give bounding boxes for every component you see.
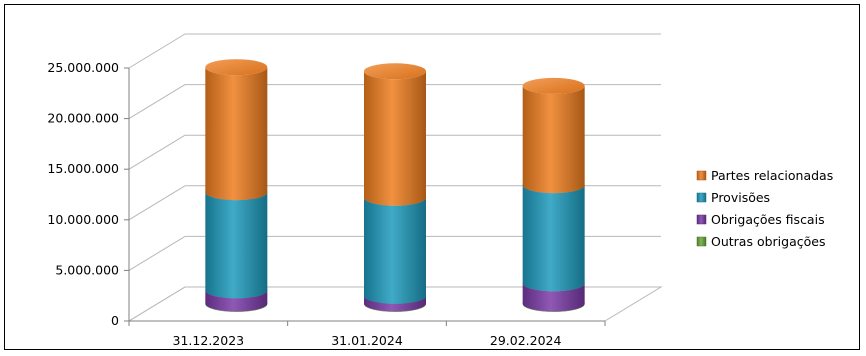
y-tick-label: 0 xyxy=(111,313,119,328)
bar-segment xyxy=(364,295,426,312)
bar-segment xyxy=(364,71,426,206)
legend-swatch xyxy=(696,214,707,225)
legend-swatch xyxy=(696,192,707,203)
legend: Partes relacionadas Provisões Obrigações f… xyxy=(696,168,833,249)
bar-stack-1 xyxy=(364,63,426,312)
axes xyxy=(124,67,606,326)
bar-cap xyxy=(205,59,268,76)
side-gridline xyxy=(128,235,186,271)
y-tick-label: 15.000.000 xyxy=(47,161,119,176)
x-category-label: 31.12.2023 xyxy=(173,333,245,348)
y-tick-label: 10.000.000 xyxy=(47,212,119,227)
x-category-labels: 31.12.2023 31.01.2024 29.02.2024 xyxy=(173,333,562,348)
chart-plot: 0 5.000.000 10.000.000 15.000.000 20.000.000… xyxy=(47,33,833,348)
legend-label: Partes relacionadas xyxy=(711,168,833,183)
side-gridline xyxy=(128,185,186,221)
bar-cap xyxy=(364,63,426,80)
bar-segment xyxy=(205,192,268,299)
side-gridline xyxy=(128,286,186,322)
legend-swatch xyxy=(696,170,707,181)
bar-stack-0 xyxy=(205,59,268,312)
legend-swatch xyxy=(696,236,707,247)
side-gridline xyxy=(128,84,186,120)
y-tick-label: 5.000.000 xyxy=(55,262,119,277)
legend-label: Obrigações fiscais xyxy=(711,212,825,227)
x-category-label: 31.01.2024 xyxy=(331,333,403,348)
x-category-label: 29.02.2024 xyxy=(490,333,562,348)
side-gridline xyxy=(128,134,186,170)
y-tick-label: 25.000.000 xyxy=(47,60,119,75)
bar-stack-2 xyxy=(522,77,585,312)
bar-cap xyxy=(522,77,585,94)
bar-segment xyxy=(522,185,585,292)
bar-segment xyxy=(522,85,585,194)
bar-segment xyxy=(205,290,268,312)
legend-label: Outras obrigações xyxy=(711,234,825,249)
side-gridline xyxy=(128,33,186,69)
bar-segment xyxy=(364,197,426,304)
y-tick-label: 20.000.000 xyxy=(47,111,119,126)
chart-frame: 0 5.000.000 10.000.000 15.000.000 20.000.000… xyxy=(4,4,860,350)
bar-segment xyxy=(522,283,585,312)
legend-label: Provisões xyxy=(711,190,770,205)
y-tick-labels: 0 5.000.000 10.000.000 15.000.000 20.000.000… xyxy=(47,60,119,328)
bar-segment xyxy=(205,67,268,201)
bar-group xyxy=(205,59,585,312)
